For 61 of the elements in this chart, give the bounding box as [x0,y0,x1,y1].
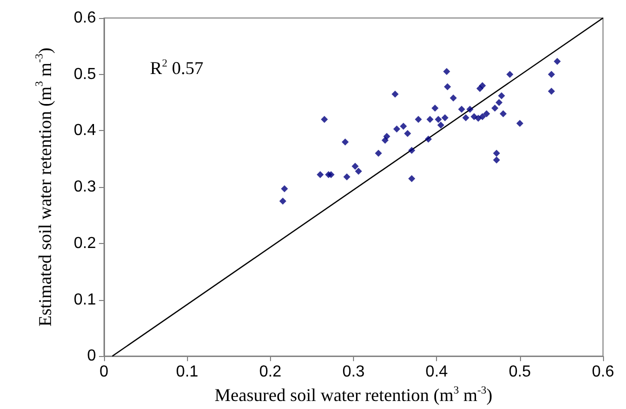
point [483,110,490,118]
point [426,116,434,123]
x-tick-label: 0.4 [426,364,448,381]
point [316,171,324,178]
x-tick-label: 0.5 [508,364,532,381]
point [393,126,400,133]
y-tick-label: 0 [87,348,96,365]
point [498,92,506,100]
point [462,114,470,122]
point [424,136,432,143]
point [432,104,439,112]
point [383,132,390,140]
point [400,122,407,130]
point [554,58,561,65]
point [478,82,486,90]
y-axis-title: Estimated soil water retention (m3 m-3) [34,48,55,326]
point [548,88,555,95]
point [374,150,382,157]
point [444,83,451,90]
point [408,146,416,154]
point [343,173,350,180]
point [491,104,498,112]
point [279,198,286,205]
x-tick-label: 0.1 [176,364,198,381]
point [392,90,399,98]
x-tick-label: 0.3 [342,364,365,381]
point [443,68,450,76]
point [434,116,442,123]
point [352,162,359,170]
point [496,99,503,106]
x-tick-label: 0 [100,364,109,381]
point [458,106,466,113]
point [328,171,335,178]
point [516,120,524,127]
point [474,114,482,122]
point [441,114,448,122]
y-tick-label: 0.3 [74,178,96,196]
y-tick-label: 0.6 [74,10,96,26]
x-tick-label: 0.2 [259,364,282,381]
point [437,122,444,129]
point [506,70,514,78]
point [470,113,478,120]
point [408,175,416,182]
point [320,116,328,123]
y-tick-label: 0.1 [74,291,96,308]
y-tick-label: 0.2 [74,234,96,252]
point [280,185,288,192]
y-tick-label: 0.4 [74,122,96,140]
point [450,94,457,102]
point [493,150,500,157]
point [414,116,422,123]
point [548,70,555,78]
point [354,168,362,175]
x-tick-label: 0.6 [592,364,614,381]
y-tick-label: 0.5 [74,66,96,83]
point [478,113,486,120]
point [404,130,412,138]
point [466,106,474,113]
point [493,156,500,164]
point [500,110,507,118]
point [342,138,349,146]
